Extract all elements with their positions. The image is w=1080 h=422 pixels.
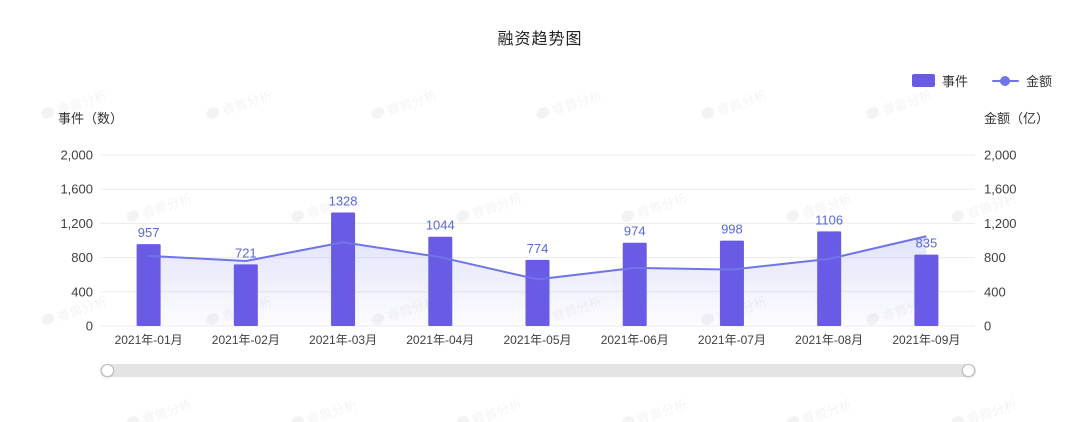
bar-value-label: 1328 [329,193,358,208]
x-axis-label: 2021年-08月 [795,333,863,347]
bar-value-label: 974 [624,224,646,239]
watermark-text: 睿兽分析 [714,85,769,119]
bar-2021年-06月[interactable] [622,242,647,326]
watermark: 睿兽分析 [949,394,1020,422]
watermark: 睿兽分析 [204,85,275,124]
watermark-bull-icon [204,105,221,121]
watermark-text: 睿兽分析 [304,394,359,422]
watermark-bull-icon [124,414,141,422]
x-axis-label: 2021年-04月 [406,333,474,347]
watermark-bull-icon [454,414,471,422]
bar-value-label: 721 [235,245,257,260]
bar-2021年-01月[interactable] [136,244,161,326]
watermark: 睿兽分析 [369,85,440,124]
left-axis-tick: 1,600 [60,182,93,197]
right-axis-tick: 2,000 [984,148,1017,163]
watermark: 睿兽分析 [699,85,770,124]
bar-swatch-icon [911,74,935,87]
line-swatch-icon [991,74,1019,87]
watermark: 睿兽分析 [454,394,525,422]
bar-value-label: 957 [138,225,160,240]
watermark-text: 睿兽分析 [139,394,194,422]
bar-value-label: 1106 [815,212,843,227]
bar-2021年-05月[interactable] [525,259,550,326]
bar-2021年-02月[interactable] [233,264,258,326]
x-axis-label: 2021年-06月 [601,333,669,347]
x-axis-label: 2021年-03月 [309,333,377,347]
bar-2021年-07月[interactable] [719,240,744,326]
bar-2021年-03月[interactable] [331,212,356,326]
watermark: 睿兽分析 [534,85,605,124]
watermark: 睿兽分析 [124,394,195,422]
left-axis-tick: 2,000 [60,148,93,163]
watermark-text: 睿兽分析 [879,85,934,119]
x-axis-label: 2021年-01月 [115,333,183,347]
watermark-bull-icon [784,414,801,422]
watermark-text: 睿兽分析 [384,85,439,119]
x-axis-label: 2021年-02月 [212,333,280,347]
datazoom-slider[interactable] [100,364,976,377]
left-axis-name: 事件（数） [58,111,124,126]
right-axis-tick: 0 [984,319,991,334]
legend-item-events[interactable]: 事件 [911,71,968,90]
watermark-bull-icon [864,105,881,121]
watermark-text: 睿兽分析 [799,394,854,422]
bar-value-label: 998 [721,222,743,237]
x-axis-label: 2021年-05月 [503,333,571,347]
left-axis-tick: 1,200 [60,216,93,231]
chart-canvas[interactable]: 0 0 400 400 800 800 1,200 1,200 1,600 1,600 2,000 2… [0,140,1080,352]
bar-2021年-09月[interactable] [914,254,939,326]
right-axis-tick: 800 [984,250,1006,265]
watermark-text: 睿兽分析 [634,394,689,422]
chart-title: 融资趋势图 [497,31,583,48]
legend: 事件 金额 [911,71,1052,90]
left-axis-tick: 800 [71,250,93,265]
watermark-text: 睿兽分析 [219,85,274,119]
datazoom-right-handle[interactable] [962,364,975,377]
right-axis-tick: 1,600 [984,182,1017,197]
watermark-text: 睿兽分析 [549,85,604,119]
legend-item-amount[interactable]: 金额 [991,71,1052,90]
bar-value-label: 1044 [426,218,455,233]
datazoom-left-handle[interactable] [101,364,114,377]
legend-label-events: 事件 [941,74,968,89]
watermark-bull-icon [534,105,551,121]
bar-2021年-08月[interactable] [817,231,842,326]
watermark: 睿兽分析 [784,394,855,422]
datazoom-track[interactable] [100,364,976,377]
watermark-bull-icon [949,414,966,422]
left-axis-tick: 0 [86,319,93,334]
bar-2021年-04月[interactable] [428,236,453,326]
bar-value-label: 835 [916,236,938,251]
right-axis-tick: 400 [984,284,1006,299]
watermark-bull-icon [369,105,386,121]
watermark: 睿兽分析 [289,394,360,422]
right-axis-name: 金额（亿） [984,111,1050,126]
watermark-bull-icon [39,105,56,121]
watermark-bull-icon [289,414,306,422]
left-axis-tick: 400 [71,284,93,299]
watermark-text: 睿兽分析 [469,394,524,422]
right-axis-tick: 1,200 [984,216,1017,231]
watermark-bull-icon [699,105,716,121]
watermark-text: 睿兽分析 [964,394,1019,422]
x-axis-label: 2021年-09月 [892,333,960,347]
bar-value-label: 774 [527,241,549,256]
watermark: 睿兽分析 [864,85,935,124]
amount-line [148,235,927,281]
x-axis-label: 2021年-07月 [698,333,766,347]
watermark: 睿兽分析 [619,394,690,422]
legend-label-amount: 金额 [1025,74,1052,89]
watermark-bull-icon [619,414,636,422]
